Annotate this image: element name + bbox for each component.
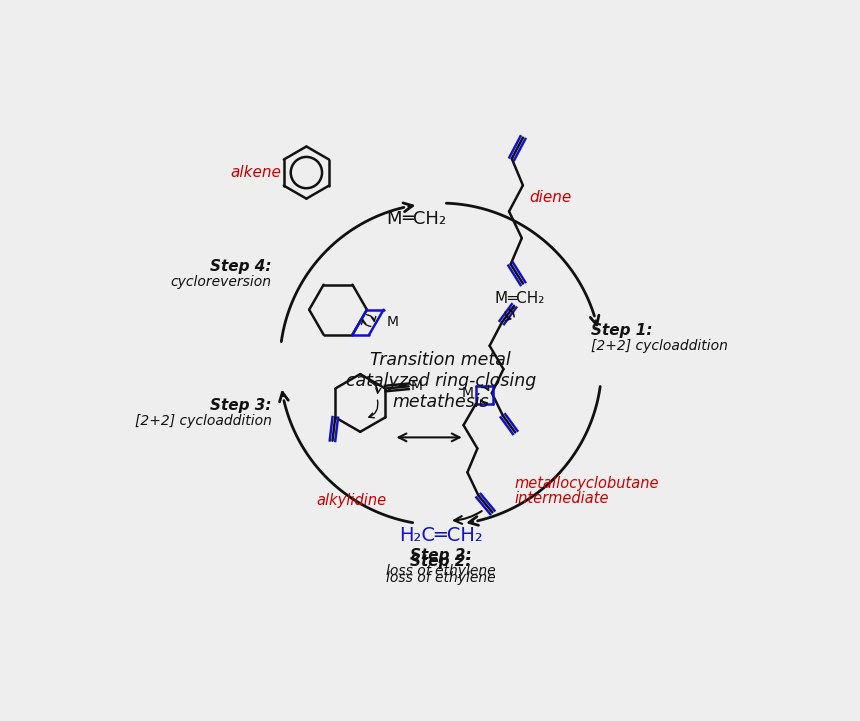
Text: H₂C═CH₂: H₂C═CH₂ [399, 526, 482, 544]
Text: alkene: alkene [230, 165, 281, 180]
Text: Step 2:: Step 2: [410, 548, 471, 563]
Text: M: M [386, 315, 398, 329]
Text: Step 2:: Step 2: [410, 554, 471, 569]
Text: Transition metal
catalyzed ring-closing
metathesis: Transition metal catalyzed ring-closing … [346, 351, 536, 410]
Text: [2+2] cycloaddition: [2+2] cycloaddition [134, 415, 272, 428]
Text: intermediate: intermediate [514, 491, 609, 506]
Text: Step 3:: Step 3: [210, 398, 272, 413]
Text: [2+2] cycloaddition: [2+2] cycloaddition [591, 340, 728, 353]
Text: M: M [494, 291, 507, 306]
Text: M: M [462, 386, 474, 400]
Text: Step 4:: Step 4: [210, 260, 272, 275]
Text: M: M [411, 379, 423, 394]
Text: M: M [386, 210, 402, 228]
Text: loss of ethylene: loss of ethylene [386, 565, 495, 578]
Text: ═CH₂: ═CH₂ [507, 291, 544, 306]
Text: loss of ethylene: loss of ethylene [386, 571, 495, 585]
Text: metallocyclobutane: metallocyclobutane [514, 476, 659, 491]
Text: alkylidine: alkylidine [316, 492, 387, 508]
Text: ═CH₂: ═CH₂ [402, 210, 446, 228]
Text: Step 1:: Step 1: [591, 323, 652, 338]
Text: cycloreversion: cycloreversion [170, 275, 272, 290]
Text: diene: diene [530, 190, 572, 205]
